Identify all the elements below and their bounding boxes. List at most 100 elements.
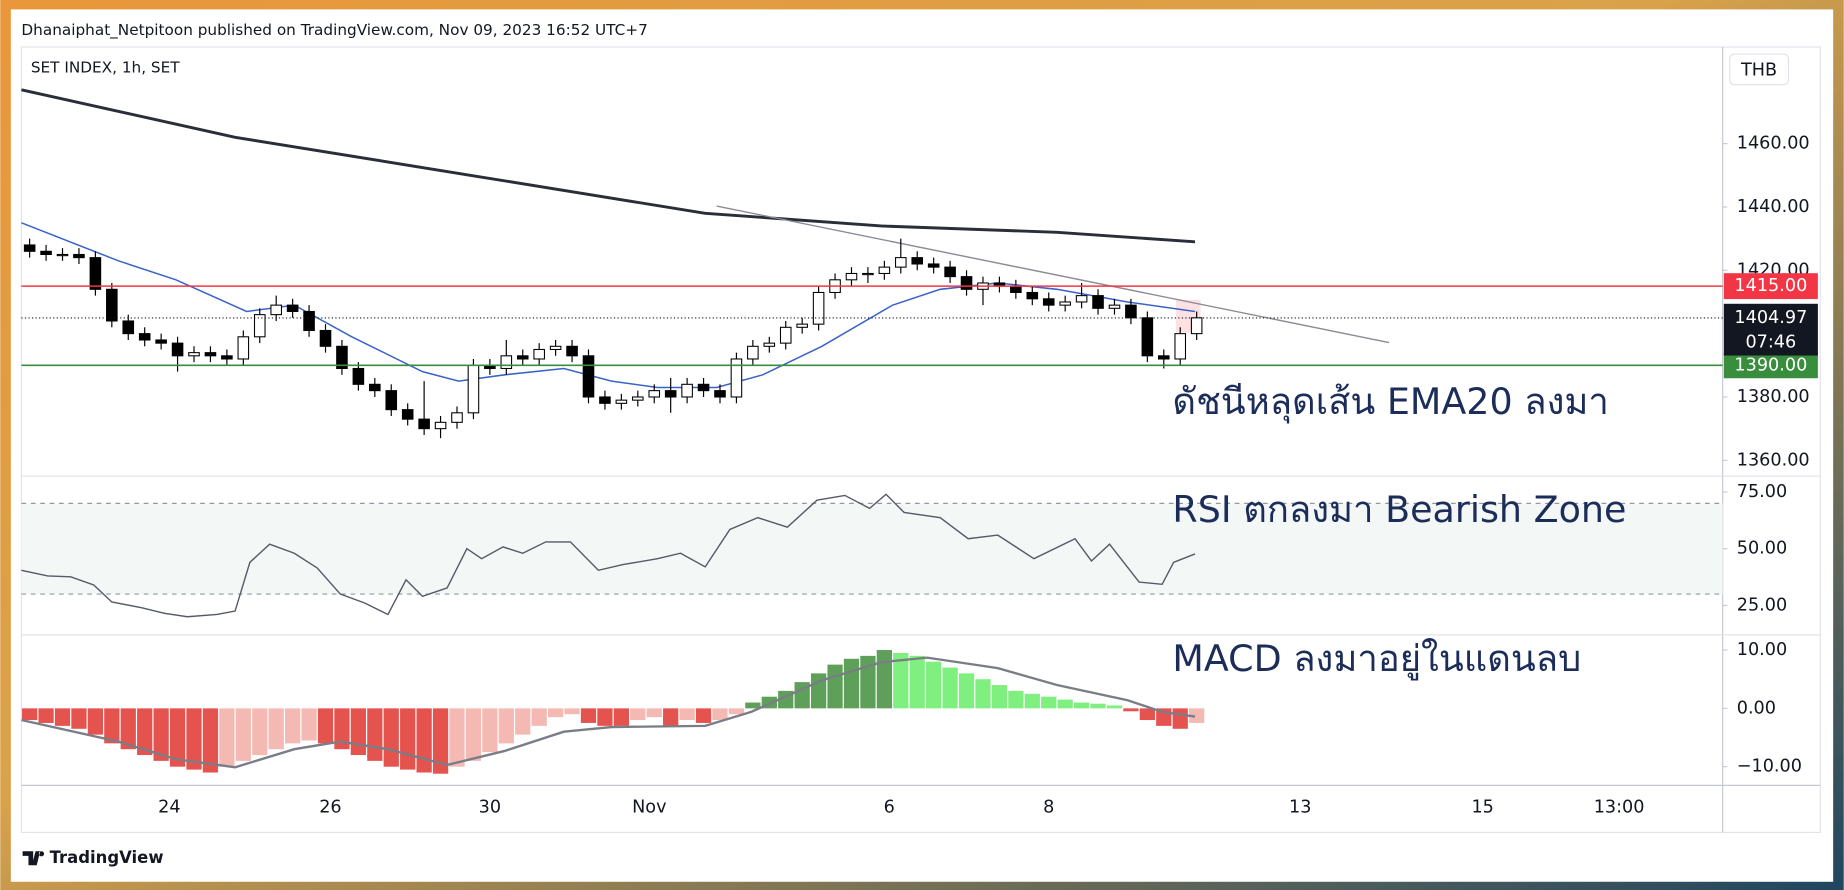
candle-body [960, 276, 973, 290]
histogram-bar [1041, 696, 1057, 709]
candle-body [812, 291, 825, 325]
candle-body [336, 345, 348, 370]
histogram-bar [498, 708, 514, 744]
x-tick-label: 24 [158, 798, 180, 818]
candle-body [779, 326, 792, 344]
candle-body [747, 345, 759, 360]
candle-body [286, 304, 299, 313]
candle-body [369, 383, 381, 392]
histogram-bar [416, 708, 432, 773]
histogram-bar [613, 708, 629, 726]
histogram-bar [383, 708, 399, 767]
histogram-bar [991, 685, 1008, 709]
currency[interactable]: THB [1740, 61, 1777, 81]
candle-body [89, 257, 102, 290]
annotation: ดัชนีหลุดเส้น EMA20 ลงมา [1172, 380, 1608, 424]
candle-body [467, 364, 480, 414]
candle-body [270, 304, 282, 316]
x-tick-label: 30 [479, 798, 501, 818]
candle-body [632, 396, 644, 401]
y-tick-label: 10.00 [1737, 640, 1787, 660]
candle-body [385, 390, 398, 411]
chart-border [20, 46, 1821, 833]
candle-body [1141, 317, 1154, 357]
level-label: 1415.00 [1734, 276, 1807, 296]
histogram-bar [728, 708, 745, 715]
symbol-label: SET INDEX, 1h, SET [31, 59, 180, 77]
y-tick-label: 0.00 [1737, 698, 1776, 718]
histogram-bar [268, 708, 284, 750]
candle-body [500, 355, 513, 370]
candle-body [138, 333, 151, 341]
candle-body [845, 272, 858, 281]
candle-body [944, 266, 956, 278]
histogram-bar [893, 652, 909, 709]
candle-body [253, 314, 266, 338]
candle-body [237, 336, 250, 360]
histogram-bar [958, 673, 975, 709]
histogram-bar [1024, 693, 1040, 709]
y-tick-label: −10.00 [1737, 757, 1802, 777]
y-tick-label: 50.00 [1737, 539, 1787, 559]
candle-body [73, 253, 85, 259]
histogram-bar [827, 664, 843, 709]
candle-body [1059, 301, 1071, 306]
candle-body [927, 263, 940, 268]
histogram-bar [646, 708, 662, 718]
histogram-bar [432, 708, 449, 774]
y-tick-label: 1440.00 [1737, 197, 1810, 217]
histogram-bar [465, 708, 482, 761]
candle-body [434, 421, 447, 430]
candle-body [1190, 317, 1203, 335]
histogram-bar [219, 708, 235, 767]
canvas [10, 9, 1834, 882]
histogram-bar [1057, 699, 1073, 709]
histogram-bar [137, 708, 153, 756]
current-price-box [1723, 303, 1818, 356]
histogram-bar [547, 708, 564, 718]
histogram-bar [942, 667, 958, 709]
histogram-bar [1139, 708, 1155, 721]
candle-body [878, 266, 891, 274]
histogram-bar [712, 708, 728, 721]
histogram-bar [860, 655, 876, 709]
histogram-bar [564, 708, 580, 715]
candle-body [697, 383, 710, 392]
indicator-line [716, 205, 1390, 344]
candle-body [122, 320, 135, 335]
indicator-line [21, 88, 1196, 244]
candle-body [911, 257, 924, 265]
x-tick-label: 13:00 [1594, 798, 1645, 818]
candle-body [549, 345, 562, 351]
publisher: Dhanaiphat_Netpitoon published on Tradin… [21, 21, 647, 40]
y-tick-label: 75.00 [1737, 482, 1787, 502]
histogram-bar [531, 708, 547, 726]
candle-body [1174, 333, 1187, 360]
histogram-bar [679, 708, 695, 721]
histogram-bar [975, 679, 991, 709]
y-tick-label: 25.00 [1737, 595, 1787, 615]
currency-box[interactable] [1729, 53, 1790, 86]
histogram-bar [695, 708, 712, 723]
annotation: MACD ลงมาอยู่ในแดนลบ [1172, 637, 1581, 681]
candle-body [1125, 304, 1137, 319]
x-tick-label: 15 [1471, 798, 1493, 818]
histogram-bar [810, 673, 827, 709]
candle-body [106, 288, 118, 322]
level-label-box [1723, 352, 1818, 379]
footer-brand: TradingView [50, 848, 164, 867]
histogram-bar [252, 708, 268, 756]
y-tick-label: 1380.00 [1737, 387, 1810, 407]
histogram-bar [1106, 705, 1123, 709]
candle-body [862, 272, 874, 276]
candle-body [533, 348, 545, 360]
rsi-band [21, 503, 1723, 595]
candle-body [1075, 295, 1088, 303]
candle-body [1158, 355, 1170, 360]
histogram-bar [1123, 708, 1139, 712]
histogram-bar [153, 708, 169, 761]
histogram-bar [449, 708, 465, 767]
histogram-bar [22, 708, 38, 721]
histogram-bar [597, 708, 613, 726]
histogram-bar [1090, 703, 1106, 709]
